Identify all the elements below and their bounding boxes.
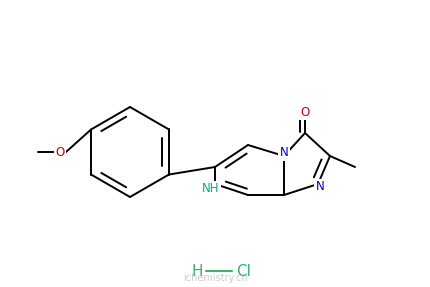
Text: ichemistry.cn: ichemistry.cn (182, 273, 247, 283)
Text: N: N (279, 146, 288, 160)
Text: Cl: Cl (236, 263, 251, 278)
Text: O: O (300, 106, 309, 119)
Text: N: N (315, 181, 324, 193)
Text: H: H (191, 263, 202, 278)
Text: NH: NH (202, 183, 219, 195)
Text: O: O (55, 146, 64, 158)
